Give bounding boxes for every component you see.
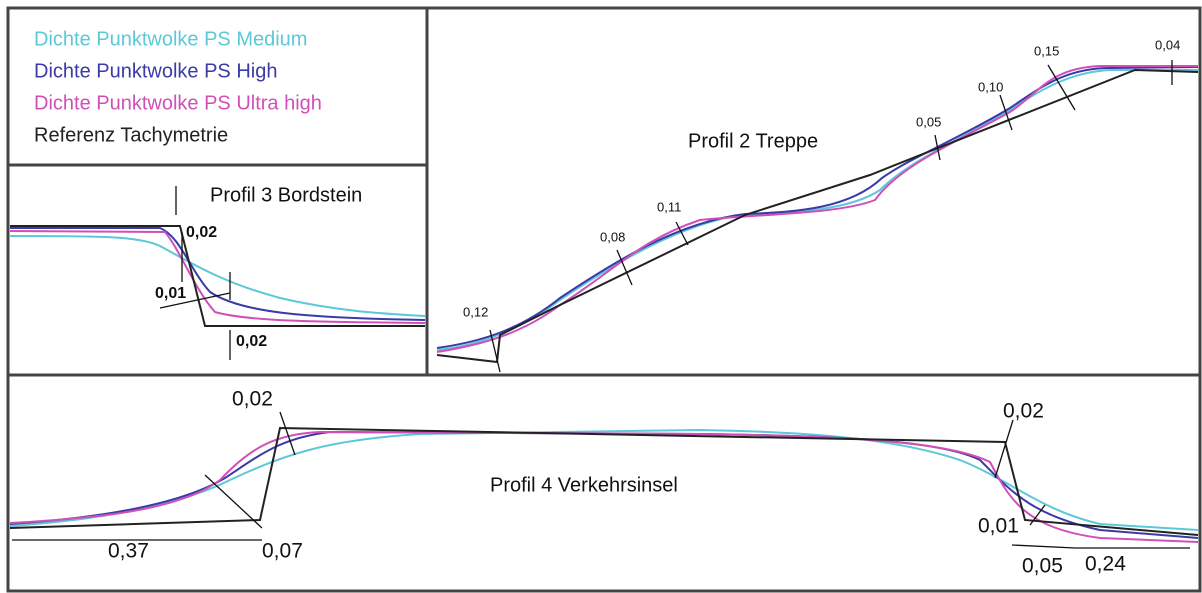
panel-box	[6, 373, 1202, 593]
annotation: 0,02	[236, 333, 267, 350]
profile-curve	[436, 66, 1199, 349]
annotation: 0,02	[232, 388, 273, 411]
annotation: 0,01	[978, 515, 1019, 538]
profile-curve	[436, 65, 1198, 353]
legend-entry: Dichte Punktwolke PS Medium	[34, 28, 307, 50]
profile-curve	[10, 227, 426, 321]
legend-entry: Referenz Tachymetrie	[34, 124, 228, 146]
legend-entry: Dichte Punktwolke PS High	[34, 60, 277, 82]
annotation: 0,37	[108, 540, 149, 563]
panel-title: Profil 4 Verkehrsinsel	[490, 474, 678, 496]
profile-curve	[436, 69, 1198, 351]
annotation: 0,05	[916, 114, 941, 129]
legend-entry: Dichte Punktwolke PS Ultra high	[34, 92, 322, 114]
annotation: 0,12	[463, 304, 488, 319]
profile-curve	[9, 430, 1199, 543]
profile-curve	[436, 68, 1199, 364]
profile-curve	[10, 225, 425, 327]
annotation: 0,15	[1034, 43, 1059, 58]
annotation: 0,08	[600, 229, 625, 244]
annotation: 0,02	[186, 224, 217, 241]
annotation: 0,10	[978, 79, 1003, 94]
profile-curve	[9, 426, 1199, 536]
annotation: 0,11	[657, 199, 681, 214]
annotation: 0,04	[1155, 37, 1180, 52]
annotation: 0,05	[1022, 555, 1063, 578]
panel-box	[425, 6, 1202, 377]
annotation: 0,24	[1085, 553, 1126, 576]
profile-curve	[9, 230, 426, 324]
panel-title: Profil 3 Bordstein	[210, 184, 362, 206]
annotation: 0,07	[262, 540, 303, 563]
annotation: 0,01	[155, 285, 186, 302]
panel-title: Profil 2 Treppe	[688, 130, 818, 152]
profile-curve	[9, 235, 426, 317]
annotation-arrows	[12, 60, 1190, 549]
annotation: 0,02	[1003, 400, 1044, 423]
